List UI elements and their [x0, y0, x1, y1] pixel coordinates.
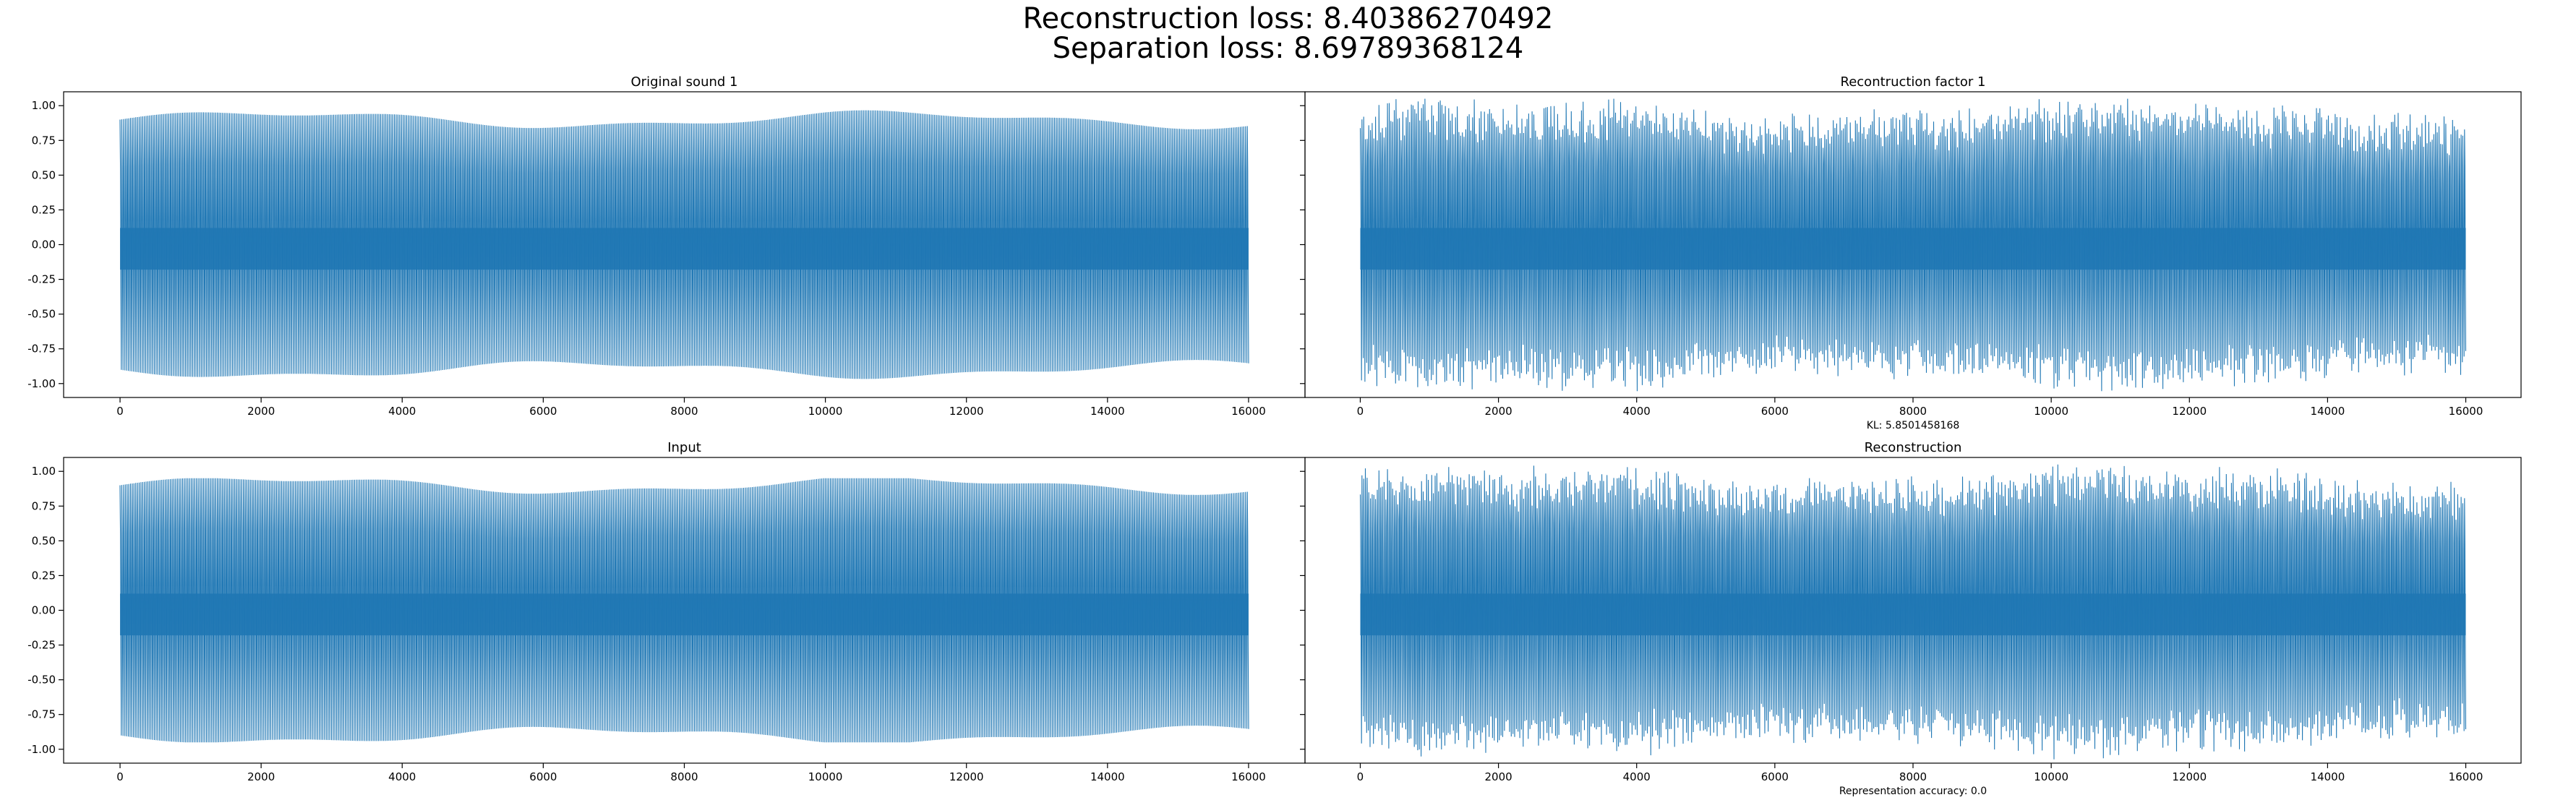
x-tick-label: 4000	[1623, 770, 1651, 783]
waveform-center-band	[120, 593, 1249, 636]
subplot-title: Recontruction factor 1	[1841, 74, 1986, 90]
x-tick-label: 12000	[949, 405, 984, 418]
y-tick-label: -0.75	[27, 343, 56, 356]
x-tick-label: 8000	[1899, 770, 1927, 783]
y-tick-label: 1.00	[32, 465, 56, 478]
x-tick-label: 16000	[2449, 405, 2483, 418]
subplot-3: 0 2000 4000 6000 8000 10000 12000 14000 16000 1.0…	[27, 440, 1306, 783]
waveform-center-band	[1360, 228, 2466, 270]
x-tick-label: 16000	[2449, 770, 2483, 783]
subplot-title: Input	[667, 440, 701, 455]
x-tick-label: 14000	[1090, 405, 1125, 418]
y-tick-label: 1.00	[32, 99, 56, 112]
subplot-annotation: KL: 5.8501458168	[1867, 420, 1960, 431]
waveform-center-band	[120, 228, 1249, 270]
x-tick-label: 14000	[1090, 770, 1125, 783]
y-tick-label: 0.50	[32, 168, 56, 181]
y-tick-label: 0.75	[32, 499, 56, 512]
y-tick-label: 0.00	[32, 604, 56, 617]
y-tick-label: 0.25	[32, 569, 56, 582]
x-tick-label: 12000	[949, 770, 984, 783]
y-tick-label: -1.00	[27, 377, 56, 390]
x-tick-label: 12000	[2172, 770, 2207, 783]
y-tick-label: 0.00	[32, 238, 56, 251]
x-tick-label: 6000	[529, 770, 557, 783]
x-tick-label: 10000	[808, 770, 843, 783]
x-tick-label: 10000	[808, 405, 843, 418]
x-tick-label: 14000	[2311, 770, 2345, 783]
subplot-1: 0 2000 4000 6000 8000 10000 12000 14000 16000 1.0…	[27, 74, 1306, 418]
subplot-4: 0 2000 4000 6000 8000 10000 12000 14000 16000 Rec…	[1300, 440, 2522, 797]
x-tick-label: 2000	[247, 405, 275, 418]
y-tick-label: 0.50	[32, 534, 56, 547]
x-tick-label: 0	[1357, 405, 1364, 418]
x-tick-label: 8000	[670, 770, 698, 783]
subplot-annotation: Representation accuracy: 0.0	[1839, 786, 1987, 797]
x-tick-label: 2000	[1484, 405, 1512, 418]
y-tick-label: -0.25	[27, 639, 56, 652]
x-tick-label: 8000	[1899, 405, 1927, 418]
figure-title-line-2: Separation loss: 8.69789368124	[1052, 32, 1524, 65]
y-tick-label: -0.50	[27, 674, 56, 687]
y-tick-label: -0.25	[27, 273, 56, 286]
x-tick-label: 0	[1357, 770, 1364, 783]
y-tick-label: -0.75	[27, 708, 56, 721]
subplot-title: Reconstruction	[1865, 440, 1962, 455]
x-tick-label: 2000	[1484, 770, 1512, 783]
x-tick-label: 16000	[1231, 770, 1266, 783]
x-tick-label: 0	[116, 405, 124, 418]
y-tick-label: -1.00	[27, 743, 56, 756]
x-tick-label: 6000	[1761, 405, 1789, 418]
x-tick-label: 12000	[2172, 405, 2207, 418]
x-tick-label: 4000	[1623, 405, 1651, 418]
subplot-title: Original sound 1	[631, 74, 738, 90]
x-tick-label: 8000	[670, 405, 698, 418]
x-tick-label: 6000	[529, 405, 557, 418]
x-tick-label: 14000	[2311, 405, 2345, 418]
x-tick-label: 2000	[247, 770, 275, 783]
x-tick-label: 4000	[388, 770, 416, 783]
y-tick-label: 0.75	[32, 134, 56, 147]
x-tick-label: 10000	[2034, 405, 2068, 418]
x-tick-label: 0	[116, 770, 124, 783]
x-tick-label: 16000	[1231, 405, 1266, 418]
y-tick-label: 0.25	[32, 203, 56, 216]
subplot-2: 0 2000 4000 6000 8000 10000 12000 14000 16000 Rec…	[1300, 74, 2522, 431]
waveform-center-band	[1360, 593, 2466, 636]
x-tick-label: 6000	[1761, 770, 1789, 783]
x-tick-label: 10000	[2034, 770, 2068, 783]
figure-title-line-1: Reconstruction loss: 8.40386270492	[1022, 2, 1554, 35]
x-tick-label: 4000	[388, 405, 416, 418]
y-tick-label: -0.50	[27, 308, 56, 321]
